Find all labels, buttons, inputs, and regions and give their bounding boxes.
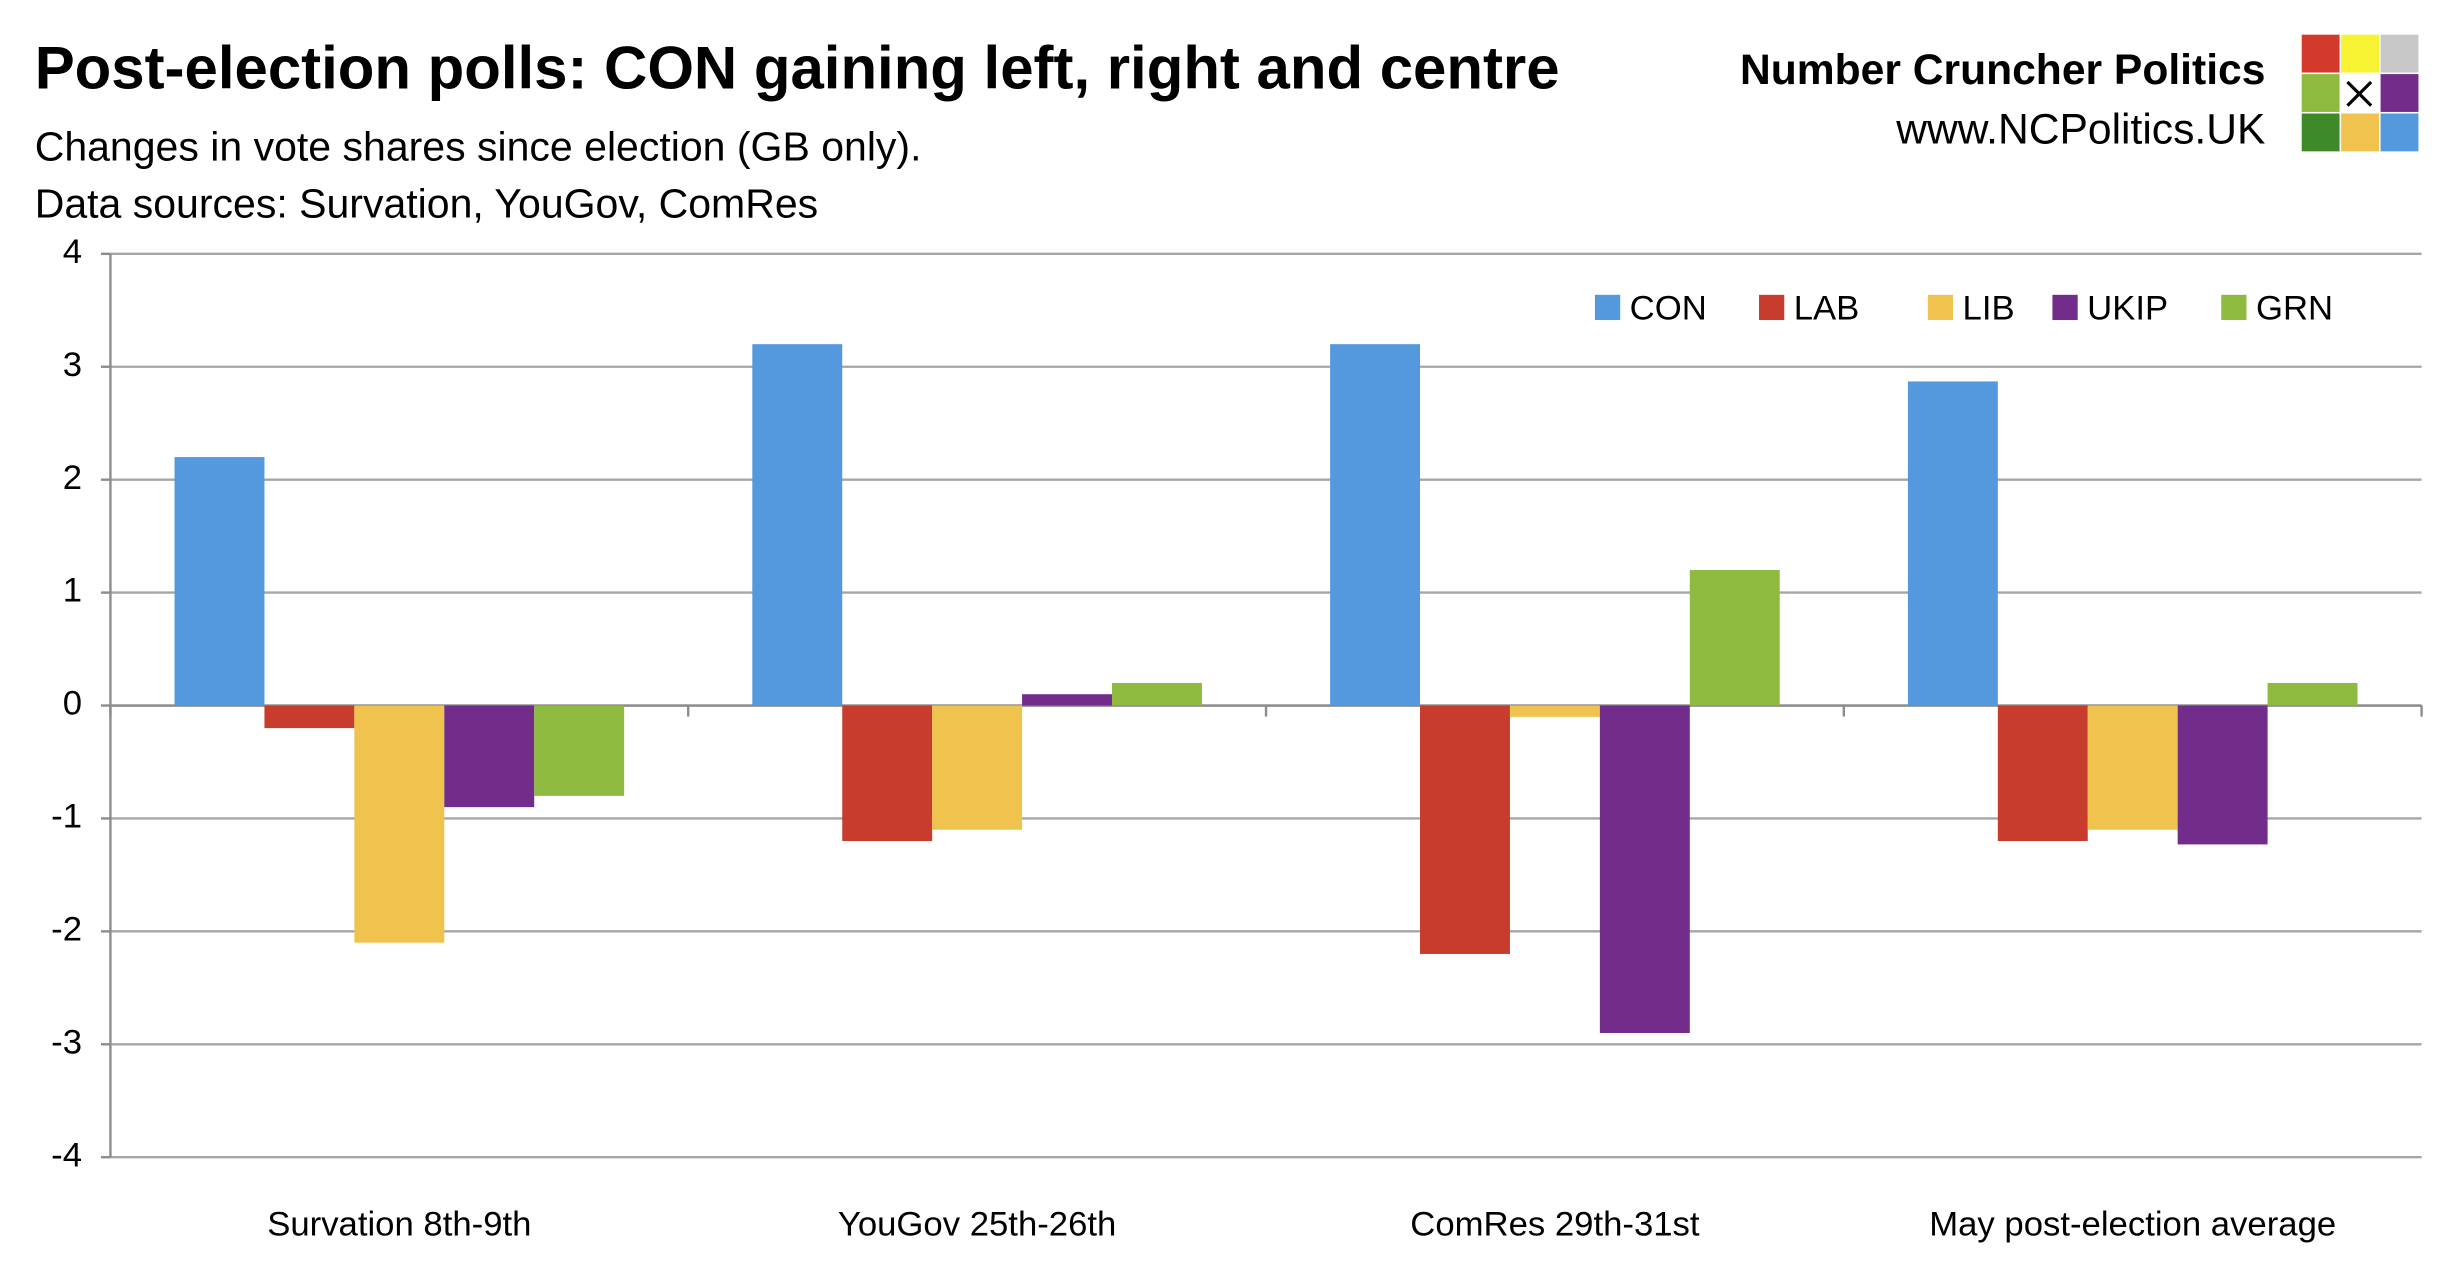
- bar: [1112, 682, 1202, 706]
- y-tick-label: 0: [63, 685, 82, 723]
- legend-label: GRN: [2256, 290, 2333, 328]
- x-tick-label: May post-election average: [1929, 1206, 2336, 1244]
- legend-swatch: [2221, 294, 2247, 321]
- x-tick-label: ComRes 29th-31st: [1410, 1206, 1700, 1244]
- bar: [932, 705, 1023, 830]
- bar: [1420, 705, 1510, 954]
- bar: [444, 705, 535, 808]
- y-tick-label: -1: [51, 798, 82, 836]
- bar: [534, 705, 625, 796]
- brand: Number Cruncher Politics: [1740, 46, 2265, 94]
- y-tick-label: 4: [63, 233, 82, 271]
- legend-swatch: [1759, 294, 1785, 321]
- website: www.NCPolitics.UK: [1895, 106, 2265, 154]
- y-tick-label: 1: [63, 572, 82, 610]
- legend-swatch: [1594, 294, 1621, 321]
- bar: [752, 344, 843, 706]
- y-tick-label: 3: [63, 346, 82, 384]
- legend-label: LIB: [1963, 290, 2015, 328]
- bar: [1330, 344, 1421, 706]
- legend-swatch: [2052, 294, 2078, 321]
- y-tick-label: -3: [51, 1023, 82, 1061]
- chart-title: Post-election polls: CON gaining left, r…: [35, 34, 1560, 101]
- legend-label: LAB: [1794, 290, 1860, 328]
- y-tick-label: -2: [51, 911, 82, 949]
- legend-swatch: [1927, 294, 1954, 321]
- legend-label: CON: [1630, 290, 1707, 328]
- chart-source: Data sources: Survation, YouGov, ComRes: [35, 180, 818, 226]
- bar: [1022, 694, 1113, 706]
- bar: [354, 705, 445, 943]
- x-tick-label: YouGov 25th-26th: [838, 1206, 1116, 1244]
- bar: [1907, 381, 1998, 706]
- legend-label: UKIP: [2087, 290, 2168, 328]
- logo: [2301, 34, 2419, 152]
- bar: [1509, 705, 1600, 717]
- bar: [2267, 682, 2358, 706]
- bar: [1689, 570, 1780, 706]
- y-tick-label: -4: [51, 1136, 82, 1174]
- bar: [174, 457, 265, 706]
- bar: [1599, 705, 1690, 1034]
- y-tick-label: 2: [63, 459, 82, 497]
- chart-subtitle: Changes in vote shares since election (G…: [35, 124, 922, 170]
- x-tick-label: Survation 8th-9th: [267, 1206, 531, 1244]
- bar: [1997, 705, 2088, 842]
- bar: [842, 705, 933, 842]
- bar: [2087, 705, 2178, 830]
- bar: [2177, 705, 2268, 845]
- bar: [264, 705, 355, 729]
